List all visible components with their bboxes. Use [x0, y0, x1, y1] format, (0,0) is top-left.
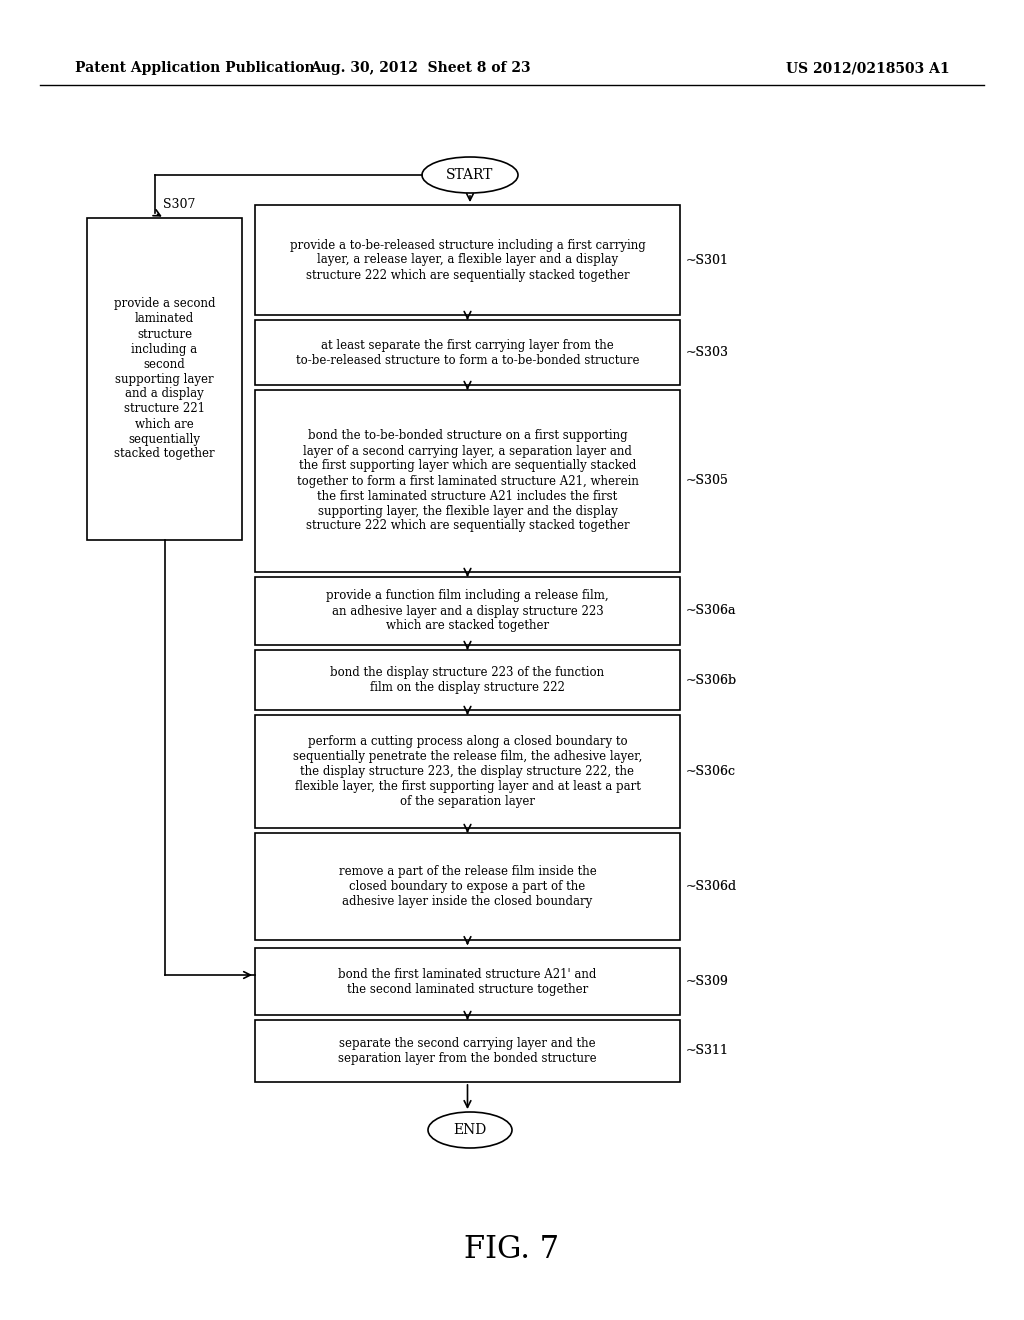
Text: separate the second carrying layer and the
separation layer from the bonded stru: separate the second carrying layer and t… [338, 1038, 597, 1065]
Text: ~S306c: ~S306c [686, 766, 736, 777]
Text: ~S306c: ~S306c [686, 766, 736, 777]
Text: ~S305: ~S305 [686, 474, 729, 487]
Text: END: END [454, 1123, 486, 1137]
Bar [255, 389, 680, 572]
Text: at least separate the first carrying layer from the
to-be-released structure to : at least separate the first carrying lay… [296, 338, 639, 367]
Bar [255, 649, 680, 710]
Text: FIG. 7: FIG. 7 [465, 1234, 559, 1266]
Text: ~S306b: ~S306b [686, 673, 737, 686]
Text: ~S306b: ~S306b [686, 673, 737, 686]
Text: ~S311: ~S311 [686, 1044, 729, 1057]
Text: ~S306d: ~S306d [686, 880, 737, 894]
Text: perform a cutting process along a closed boundary to
sequentially penetrate the : perform a cutting process along a closed… [293, 735, 642, 808]
Text: Aug. 30, 2012  Sheet 8 of 23: Aug. 30, 2012 Sheet 8 of 23 [309, 61, 530, 75]
Ellipse shape [422, 157, 518, 193]
Text: ~S305: ~S305 [686, 474, 729, 487]
Bar [255, 948, 680, 1015]
Ellipse shape [428, 1111, 512, 1148]
Text: ~S306b: ~S306b [686, 673, 737, 686]
Bar [87, 218, 242, 540]
Text: ~S303: ~S303 [686, 346, 729, 359]
Text: ~S306d: ~S306d [686, 880, 737, 894]
Text: START: START [446, 168, 494, 182]
Text: ~S305: ~S305 [686, 474, 729, 487]
Text: ~S301: ~S301 [686, 253, 729, 267]
Text: ~S309: ~S309 [686, 975, 729, 987]
Text: US 2012/0218503 A1: US 2012/0218503 A1 [786, 61, 950, 75]
Bar [255, 577, 680, 645]
Text: provide a function film including a release film,
an adhesive layer and a displa: provide a function film including a rele… [327, 590, 609, 632]
Text: Patent Application Publication: Patent Application Publication [75, 61, 314, 75]
Text: ~S306a: ~S306a [686, 605, 736, 618]
Text: ~S306c: ~S306c [686, 766, 736, 777]
Bar [255, 205, 680, 315]
Text: ~S306a: ~S306a [686, 605, 736, 618]
Text: ~S311: ~S311 [686, 1044, 729, 1057]
Text: ~S303: ~S303 [686, 346, 729, 359]
Text: bond the to-be-bonded structure on a first supporting
layer of a second carrying: bond the to-be-bonded structure on a fir… [297, 429, 638, 532]
Bar [255, 715, 680, 828]
Bar [255, 319, 680, 385]
Text: ~S306a: ~S306a [686, 605, 736, 618]
Text: ~S306d: ~S306d [686, 880, 737, 894]
Text: provide a second
laminated
structure
including a
second
supporting layer
and a d: provide a second laminated structure inc… [114, 297, 215, 461]
Text: ~S301: ~S301 [686, 253, 729, 267]
Bar [255, 1020, 680, 1082]
Text: bond the first laminated structure A21' and
the second laminated structure toget: bond the first laminated structure A21' … [338, 968, 597, 995]
Text: remove a part of the release film inside the
closed boundary to expose a part of: remove a part of the release film inside… [339, 865, 596, 908]
Text: ~S311: ~S311 [686, 1044, 729, 1057]
Text: bond the display structure 223 of the function
film on the display structure 222: bond the display structure 223 of the fu… [331, 667, 604, 694]
Text: S307: S307 [163, 198, 196, 210]
Text: ~S301: ~S301 [686, 253, 729, 267]
Text: ~S303: ~S303 [686, 346, 729, 359]
Bar [255, 833, 680, 940]
Text: ~S309: ~S309 [686, 975, 729, 987]
Text: ~S309: ~S309 [686, 975, 729, 987]
Text: provide a to-be-released structure including a first carrying
layer, a release l: provide a to-be-released structure inclu… [290, 239, 645, 281]
